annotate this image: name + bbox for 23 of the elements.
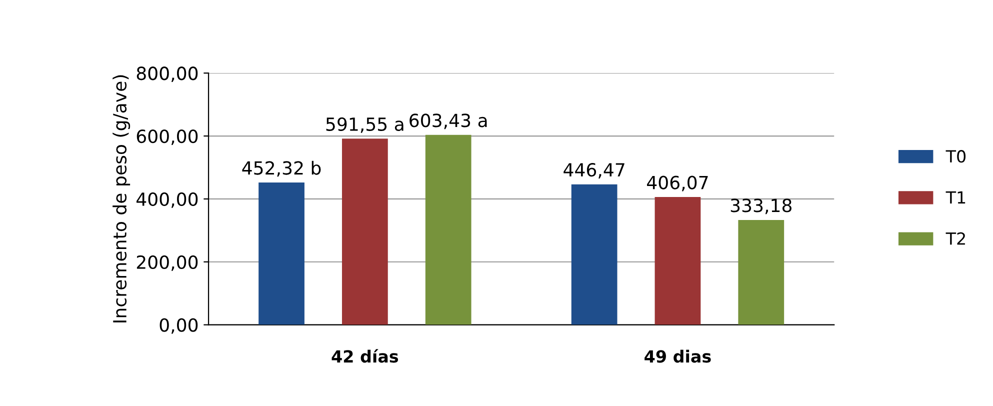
bar bbox=[425, 134, 472, 325]
data-label: 333,18 bbox=[730, 198, 792, 214]
y-tick-label: 200,00 bbox=[136, 255, 198, 271]
legend-label: T2 bbox=[946, 232, 965, 245]
data-label: 446,47 bbox=[564, 162, 624, 178]
y-tick-label: 800,00 bbox=[136, 66, 198, 82]
data-label: 406,07 bbox=[647, 176, 708, 192]
bar bbox=[342, 138, 388, 325]
x-tick-label: 42 días bbox=[332, 349, 398, 363]
data-label: 591,55 a bbox=[326, 117, 404, 133]
bar bbox=[258, 182, 304, 325]
legend-label: T0 bbox=[946, 150, 966, 163]
bar bbox=[571, 184, 618, 325]
y-tick-label: 0,00 bbox=[160, 318, 198, 334]
bar bbox=[654, 197, 701, 325]
data-label: 603,43 a bbox=[410, 114, 487, 130]
y-tick-label: 600,00 bbox=[136, 129, 198, 145]
data-label: 452,32 b bbox=[242, 160, 321, 177]
legend-label: T1 bbox=[946, 191, 966, 204]
bar bbox=[738, 220, 784, 325]
x-tick-label: 49 dias bbox=[644, 350, 711, 363]
y-axis-title: Incremento de peso (g/ave) bbox=[112, 75, 130, 322]
y-tick-label: 400,00 bbox=[136, 192, 198, 208]
